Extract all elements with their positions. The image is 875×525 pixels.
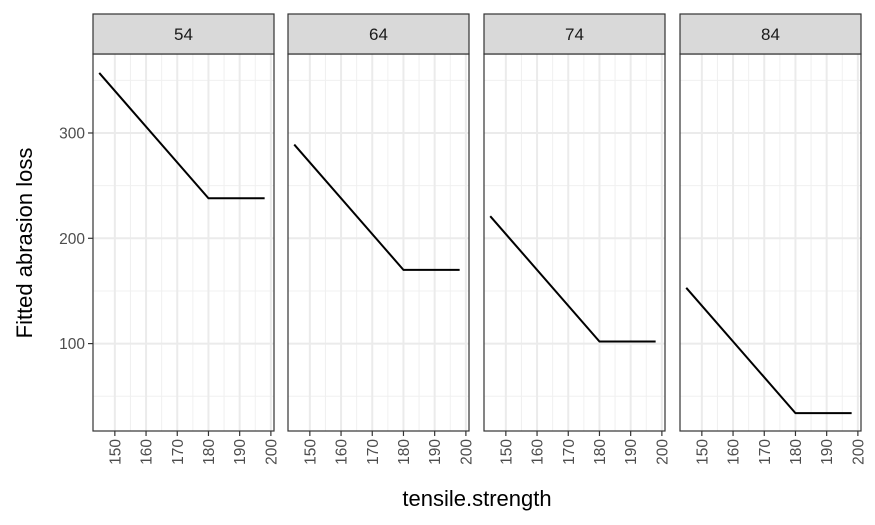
facet-panel-64: 64 150 160 170 180 190 200 [287,13,475,465]
x-tick-label: 160 [726,439,743,465]
facet-strip [287,13,470,55]
x-tick-label: 170 [561,439,578,465]
panel-background [93,54,274,431]
facet-strip [483,13,666,55]
facet-strip [92,13,275,55]
y-axis: 100 200 300 [59,125,93,353]
facet-panel-74: 74 150 160 170 180 190 200 [483,13,671,465]
facet-panels: 54 150 160 170 180 190 200 64 150 160 170 180 190 200… [92,13,867,465]
x-tick-label: 160 [334,439,351,465]
x-tick-label: 190 [819,439,836,465]
series-line-84 [685,287,852,415]
x-tick-label: 180 [592,439,609,465]
x-tick-label: 200 [458,439,475,465]
x-tick-label: 200 [263,439,280,465]
x-tick-label: 160 [139,439,156,465]
y-tick-label: 300 [59,125,85,142]
x-tick-label: 170 [170,439,187,465]
facet-strip-label: 74 [565,25,584,44]
facet-panel-54: 54 150 160 170 180 190 200 [92,13,280,465]
facet-strip [679,13,862,55]
series-line-64 [293,143,460,271]
x-tick-label: 180 [201,439,218,465]
facet-strip-label: 54 [174,25,193,44]
x-tick-label: 150 [498,439,515,465]
x-tick-label: 160 [530,439,547,465]
x-tick-label: 150 [107,439,124,465]
x-tick-label: 170 [365,439,382,465]
x-tick-label: 200 [654,439,671,465]
panel-background [484,54,665,431]
x-axis-title: tensile.strength [402,486,551,511]
x-tick-label: 150 [694,439,711,465]
y-tick-label: 200 [59,231,85,248]
x-tick-label: 170 [757,439,774,465]
panel-background [680,54,861,431]
facet-strip-label: 84 [761,25,780,44]
x-tick-label: 190 [623,439,640,465]
x-tick-label: 190 [427,439,444,465]
x-tick-label: 190 [232,439,249,465]
facet-strip-label: 64 [369,25,388,44]
x-tick-label: 180 [788,439,805,465]
y-axis-title: Fitted abrasion loss [12,148,37,339]
x-tick-label: 180 [396,439,413,465]
x-tick-label: 150 [302,439,319,465]
series-line-54 [98,72,265,200]
y-tick-label: 100 [59,336,85,353]
x-tick-label: 200 [850,439,867,465]
series-line-74 [489,215,656,343]
facet-panel-84: 84 150 160 170 180 190 200 [679,13,867,465]
